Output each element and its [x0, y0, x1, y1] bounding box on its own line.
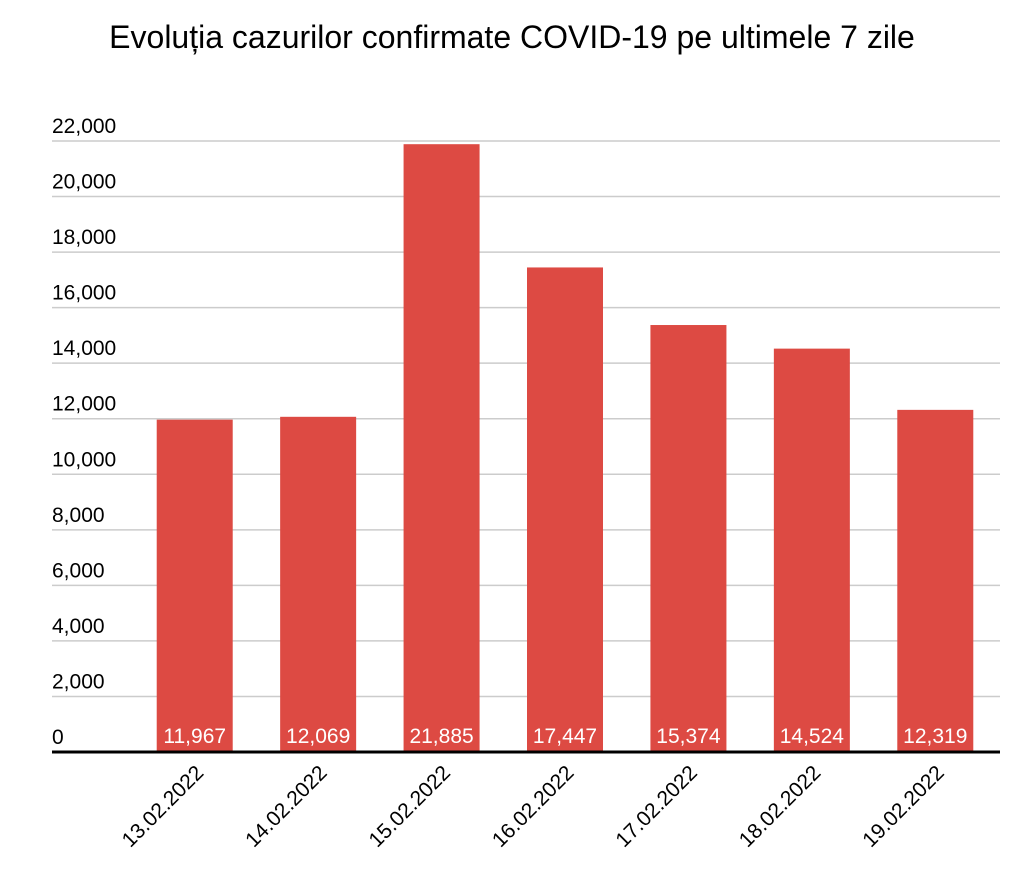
- bar: [280, 416, 357, 752]
- x-tick-label: 14.02.2022: [241, 761, 332, 852]
- value-label: 14,524: [780, 725, 845, 748]
- x-tick-label: 18.02.2022: [735, 761, 826, 852]
- bar: [897, 409, 974, 752]
- y-tick-label: 22,000: [52, 115, 116, 138]
- value-label: 12,069: [286, 725, 350, 748]
- y-tick-label: 10,000: [52, 448, 116, 471]
- value-label: 17,447: [533, 725, 597, 748]
- value-label: 11,967: [163, 725, 226, 748]
- x-tick-label: 17.02.2022: [611, 761, 702, 852]
- y-tick-label: 6,000: [52, 559, 105, 582]
- x-tick-label: 19.02.2022: [858, 761, 949, 852]
- bar: [403, 144, 480, 753]
- y-tick-label: 0: [52, 726, 64, 749]
- value-label: 21,885: [409, 725, 473, 748]
- y-tick-label: 18,000: [52, 226, 116, 249]
- y-tick-label: 2,000: [52, 670, 105, 693]
- value-label: 12,319: [903, 725, 967, 748]
- x-tick-label: 16.02.2022: [488, 761, 579, 852]
- y-tick-label: 20,000: [52, 171, 116, 194]
- value-label: 15,374: [656, 725, 721, 748]
- y-tick-label: 8,000: [52, 504, 105, 527]
- bar: [773, 348, 850, 752]
- chart-title: Evoluția cazurilor confirmate COVID-19 p…: [109, 19, 915, 55]
- y-tick-label: 14,000: [52, 337, 116, 360]
- bar: [527, 267, 603, 752]
- x-tick-label: 15.02.2022: [365, 761, 456, 852]
- y-tick-label: 12,000: [52, 393, 116, 416]
- y-tick-label: 4,000: [52, 615, 105, 638]
- x-tick-label: 13.02.2022: [118, 761, 209, 852]
- bar: [156, 419, 233, 752]
- y-tick-label: 16,000: [52, 282, 116, 305]
- bar: [650, 325, 727, 752]
